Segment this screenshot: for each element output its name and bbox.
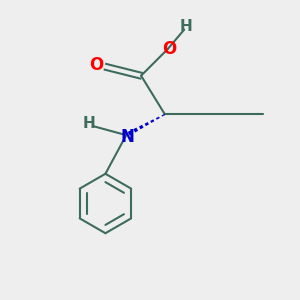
Text: H: H <box>83 116 95 131</box>
Text: O: O <box>89 56 103 74</box>
Text: N: N <box>121 128 135 146</box>
Text: O: O <box>162 40 176 58</box>
Text: H: H <box>179 19 192 34</box>
